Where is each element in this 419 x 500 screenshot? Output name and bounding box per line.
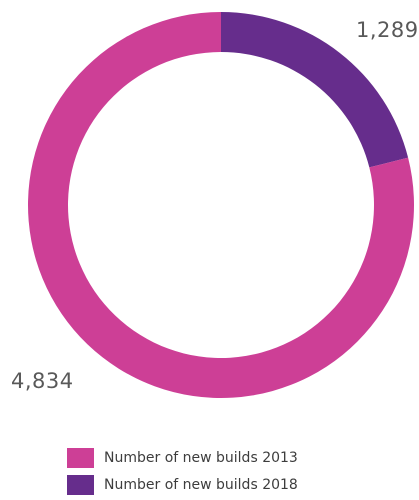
chart-legend: Number of new builds 2013 Number of new … — [67, 446, 298, 500]
legend-item-2018: Number of new builds 2018 — [67, 473, 298, 496]
legend-item-2013: Number of new builds 2013 — [67, 446, 298, 469]
legend-swatch-2018 — [67, 474, 94, 495]
slice-value-label-2018: 1,289 — [356, 18, 419, 42]
legend-swatch-2013 — [67, 447, 94, 468]
slice-value-label-2013: 4,834 — [11, 369, 74, 393]
legend-label-2013: Number of new builds 2013 — [104, 449, 298, 466]
legend-label-2018: Number of new builds 2018 — [104, 476, 298, 493]
donut-slice-2018 — [221, 12, 409, 168]
donut-chart-svg — [28, 12, 414, 398]
